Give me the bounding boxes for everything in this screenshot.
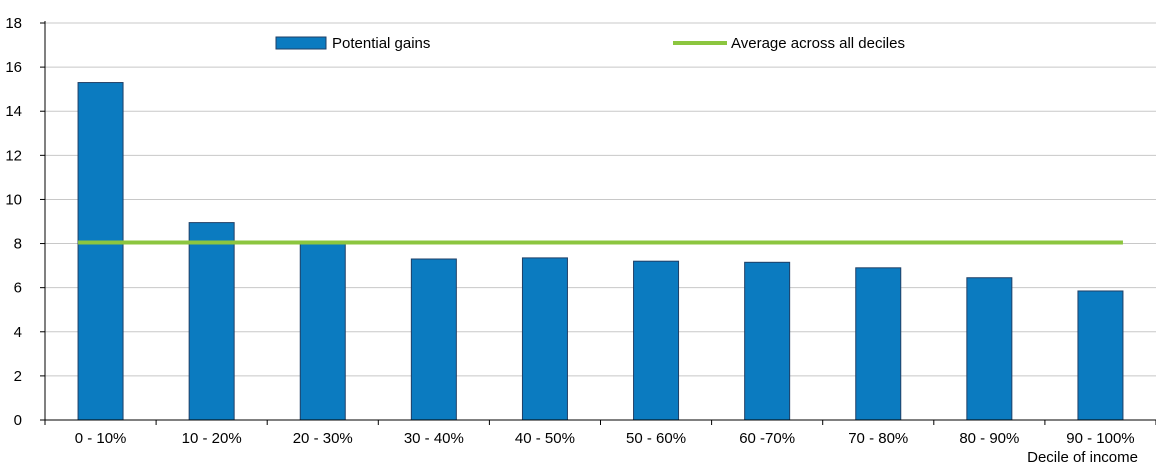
y-tick-label: 12 xyxy=(5,147,22,164)
x-tick-label: 50 - 60% xyxy=(626,430,686,447)
y-tick-label: 4 xyxy=(14,324,22,341)
y-tick-label: 10 xyxy=(5,191,22,208)
x-tick-label: 10 - 20% xyxy=(182,430,242,447)
legend-swatch-potential-gains xyxy=(275,36,327,50)
bar xyxy=(410,258,457,421)
legend: Potential gains Average across all decil… xyxy=(275,35,905,52)
bar-series xyxy=(77,82,1124,421)
x-tick-label: 30 - 40% xyxy=(404,430,464,447)
x-tick-labels: 0 - 10% 10 - 20% 20 - 30% 30 - 40% 40 - 50% 5… xyxy=(75,430,1135,447)
x-tick-label: 20 - 30% xyxy=(293,430,353,447)
x-tick-label: 0 - 10% xyxy=(75,430,127,447)
legend-label-potential-gains: Potential gains xyxy=(332,35,430,52)
y-tick-label: 0 xyxy=(14,412,22,429)
bar xyxy=(521,257,568,421)
bar xyxy=(188,222,235,421)
y-tick-label: 2 xyxy=(14,368,22,385)
bar xyxy=(1077,290,1124,421)
y-tick-labels: 0 2 4 6 8 10 12 14 16 18 xyxy=(5,15,22,429)
bar xyxy=(966,277,1013,421)
bar xyxy=(299,241,346,421)
x-tick-label: 70 - 80% xyxy=(848,430,908,447)
legend-label-average: Average across all deciles xyxy=(731,35,905,52)
bar xyxy=(77,82,124,421)
y-tick-label: 6 xyxy=(14,280,22,297)
bar xyxy=(744,261,791,421)
x-tick-label: 90 - 100% xyxy=(1066,430,1134,447)
y-tick-label: 16 xyxy=(5,59,22,76)
bar xyxy=(633,260,680,421)
y-tick-label: 14 xyxy=(5,103,22,120)
y-tick-label: 8 xyxy=(14,236,22,253)
x-axis-title: Decile of income xyxy=(1027,449,1138,466)
x-tick-label: 60 -70% xyxy=(739,430,795,447)
y-tick-label: 18 xyxy=(5,15,22,32)
axes xyxy=(40,21,1156,425)
x-tick-label: 80 - 90% xyxy=(959,430,1019,447)
bar xyxy=(855,267,902,421)
x-tick-label: 40 - 50% xyxy=(515,430,575,447)
